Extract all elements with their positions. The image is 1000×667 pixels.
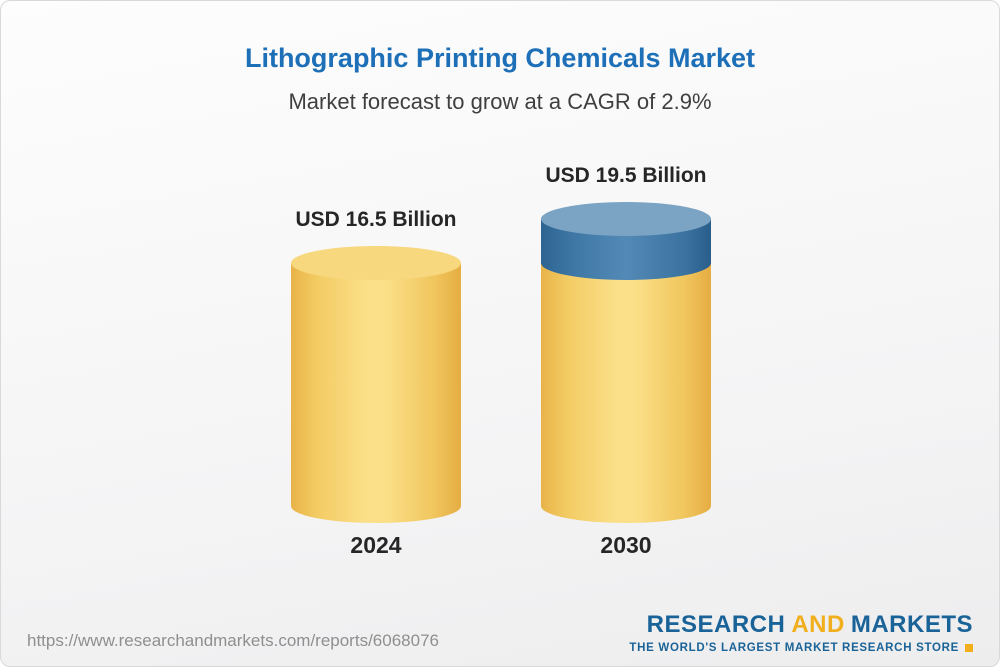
bar-2024-cylinder (291, 246, 461, 523)
x-axis-label-2024: 2024 (350, 532, 402, 558)
logo-yellow-square-icon (965, 644, 973, 652)
bar-2030-growth-cap-top-face (541, 202, 711, 236)
bar-2024-bottom-face (291, 489, 461, 523)
bar-2024-body (291, 263, 461, 506)
bar-2030-cylinder (541, 202, 711, 523)
footer: https://www.researchandmarkets.com/repor… (1, 611, 999, 654)
logo-word-research: RESEARCH (646, 611, 786, 638)
value-label-2030: USD 19.5 Billion (545, 164, 707, 187)
logo-word-and: AND (791, 611, 845, 638)
bar-2030-bottom-face (541, 489, 711, 523)
page-title: Lithographic Printing Chemicals Market (244, 43, 756, 73)
bar-2030-base-body (541, 263, 711, 506)
report-url[interactable]: https://www.researchandmarkets.com/repor… (27, 631, 439, 650)
x-axis-label-2030: 2030 (600, 532, 652, 558)
logo-wordmark: RESEARCH AND MARKETS (629, 611, 973, 639)
logo-word-markets: MARKETS (850, 611, 973, 638)
bar-2024-top-face (291, 246, 461, 280)
page-subtitle: Market forecast to grow at a CAGR of 2.9… (288, 89, 712, 114)
bar-2030-growth-cap-bottom-face (541, 246, 711, 280)
logo-tagline-row: THE WORLD'S LARGEST MARKET RESEARCH STOR… (629, 642, 973, 654)
logo-tagline: THE WORLD'S LARGEST MARKET RESEARCH STOR… (629, 642, 959, 654)
research-and-markets-logo[interactable]: RESEARCH AND MARKETS THE WORLD'S LARGEST… (629, 611, 973, 654)
value-label-2024: USD 16.5 Billion (295, 208, 457, 231)
